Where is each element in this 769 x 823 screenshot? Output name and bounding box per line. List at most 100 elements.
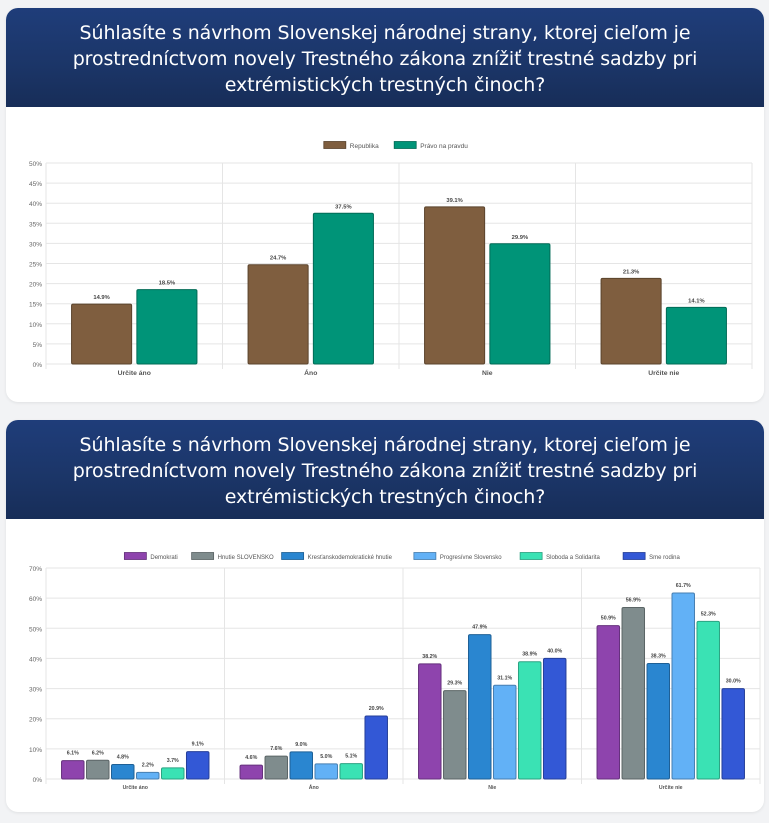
y-tick-label: 50% xyxy=(29,161,42,168)
bar-value-label: 2.2% xyxy=(142,762,154,768)
bar-value-label: 6.2% xyxy=(92,750,104,756)
chart-subtitle: Republika a Právo na pravdu xyxy=(306,107,464,119)
bar xyxy=(542,657,567,780)
bar-value-label: 4.8% xyxy=(117,755,129,761)
bar xyxy=(671,592,695,780)
legend-swatch xyxy=(519,552,543,560)
bar xyxy=(239,764,264,780)
bar-value-label: 40.0% xyxy=(547,648,562,654)
bar-value-label: 20.9% xyxy=(369,706,384,712)
bar-value-label: 24.7% xyxy=(270,256,286,262)
bar xyxy=(646,663,671,780)
chart-card-opozicia: Súhlasíte s návrhom Slovenskej národnej … xyxy=(6,420,764,812)
bar xyxy=(665,306,727,365)
x-tick-label: Určite nie xyxy=(648,370,679,377)
bar xyxy=(364,715,388,780)
bar xyxy=(61,760,85,780)
bar-value-label: 52.3% xyxy=(701,611,716,617)
bar-value-label: 7.6% xyxy=(270,746,282,752)
bar-chart-republika: Republika Právo na pravdu 0% 5% 10% 15% 20% 25%… xyxy=(29,141,753,377)
bar xyxy=(489,243,551,365)
bar xyxy=(721,688,745,780)
y-grid: 0% 10% 20% 30% 40% 50% 60% 70% xyxy=(29,566,761,784)
x-tick-label: Určite áno xyxy=(123,785,148,791)
bar xyxy=(696,620,720,780)
bar xyxy=(443,690,467,780)
bar-value-label: 30.0% xyxy=(726,679,741,685)
y-tick-label: 10% xyxy=(29,322,42,329)
bar-value-label: 6.1% xyxy=(67,751,79,757)
bar-value-label: 18.5% xyxy=(159,281,175,287)
legend-swatch xyxy=(281,552,305,560)
bar xyxy=(339,763,363,780)
bars: 14.9% 18.5% Určite áno 24.7% 37.5% Áno 39.1% 29… xyxy=(71,198,727,377)
legend-item: Hnutie SLOVENSKO xyxy=(191,552,274,561)
legend-swatch xyxy=(622,552,646,560)
bar-value-label: 47.9% xyxy=(472,625,487,631)
legend-label: Demokrati xyxy=(150,555,177,561)
bar xyxy=(600,277,662,365)
y-tick-label: 30% xyxy=(29,241,42,248)
bar xyxy=(135,771,160,780)
legend-label: Republika xyxy=(350,143,379,150)
x-tick-label: Určite nie xyxy=(659,785,683,791)
x-tick-label: Áno xyxy=(309,784,319,791)
bar xyxy=(314,763,338,780)
bar-value-label: 38.9% xyxy=(522,652,537,658)
bar xyxy=(111,764,135,780)
y-tick-label: 5% xyxy=(33,342,43,349)
y-tick-label: 20% xyxy=(29,282,42,289)
bar-value-label: 9.1% xyxy=(192,742,204,748)
bar-value-label: 38.3% xyxy=(651,654,666,660)
legend-label: Progresívne Slovensko xyxy=(440,555,502,561)
chart-title: Súhlasíte s návrhom Slovenskej národnej … xyxy=(72,434,698,508)
bar-value-label: 5.0% xyxy=(320,754,332,760)
y-tick-label: 60% xyxy=(29,596,42,603)
chart-legend: Republika Právo na pravdu xyxy=(323,141,468,150)
x-tick-label: Určite áno xyxy=(118,370,151,377)
y-tick-label: 70% xyxy=(29,566,42,573)
bar xyxy=(71,303,133,365)
legend-swatch xyxy=(393,141,417,149)
y-tick-label: 30% xyxy=(29,687,42,694)
y-tick-label: 0% xyxy=(33,777,43,784)
bars: 6.1% 6.2% 4.8% 2.2% 3.7% 9.1% Určite áno 4.6% 7.… xyxy=(61,583,745,791)
bar-value-label: 14.1% xyxy=(688,298,704,304)
x-tick-label: Nie xyxy=(482,370,493,377)
bar-value-label: 29.9% xyxy=(512,235,528,241)
legend-swatch xyxy=(123,552,147,560)
bar xyxy=(86,759,110,780)
bar-value-label: 14.9% xyxy=(93,295,109,301)
legend-item: Sme rodina xyxy=(622,552,680,561)
bar xyxy=(185,751,210,780)
legend-item: Progresívne Slovensko xyxy=(413,552,502,561)
bar-value-label: 29.3% xyxy=(447,681,462,687)
bar xyxy=(468,634,492,780)
bar-value-label: 31.1% xyxy=(497,675,512,681)
legend-item: Demokrati xyxy=(123,552,178,561)
bar xyxy=(517,661,542,780)
bar xyxy=(247,264,309,365)
y-tick-label: 40% xyxy=(29,201,42,208)
bar-value-label: 61.7% xyxy=(676,583,691,589)
bar-value-label: 9.0% xyxy=(295,742,307,748)
y-tick-label: 15% xyxy=(29,302,42,309)
y-tick-label: 0% xyxy=(33,362,43,369)
bar-value-label: 56.9% xyxy=(626,597,641,603)
x-tick-label: Áno xyxy=(304,368,317,377)
bar xyxy=(418,663,442,780)
chart-legend: Demokrati Hnutie SLOVENSKO Kresťanskodemok… xyxy=(123,552,680,561)
bar xyxy=(264,755,289,780)
legend-swatch xyxy=(413,552,437,560)
bar xyxy=(136,289,198,365)
bar-value-label: 3.7% xyxy=(167,758,179,764)
y-tick-label: 35% xyxy=(29,221,42,228)
legend-label: Hnutie SLOVENSKO xyxy=(218,555,274,561)
chart-card-republika: Súhlasíte s návrhom Slovenskej národnej … xyxy=(6,8,764,402)
legend-item: Sloboda a Solidarita xyxy=(519,552,600,561)
y-tick-label: 50% xyxy=(29,626,42,633)
bar xyxy=(160,767,185,780)
bar-value-label: 5.1% xyxy=(345,754,357,760)
legend-item: Právo na pravdu xyxy=(393,141,468,150)
bar-value-label: 39.1% xyxy=(446,198,462,204)
